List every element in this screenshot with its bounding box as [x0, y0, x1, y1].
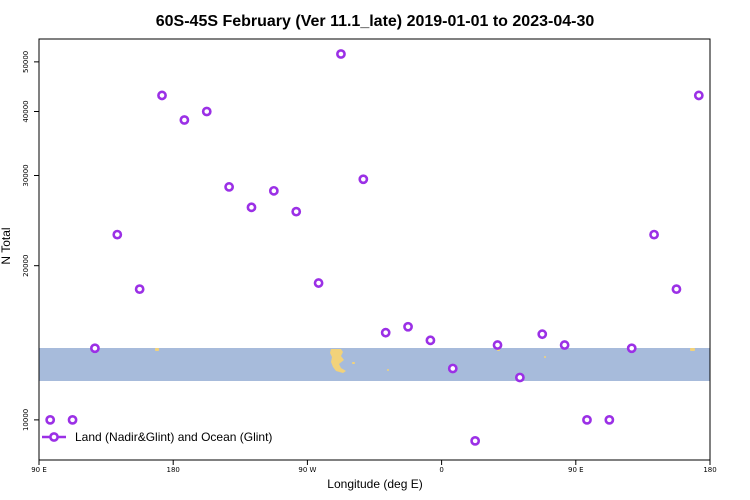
x-tick-label-0: 90 E: [31, 466, 47, 474]
data-point-0-5: [157, 90, 167, 101]
legend: Land (Nadir&Glint) and Ocean (Glint): [42, 430, 272, 444]
y-axis-ticks: 10000 20000 30000 40000 50000: [22, 51, 39, 431]
data-point-0-4: [134, 284, 145, 295]
data-point-0-7: [201, 106, 212, 117]
x-tick-label-2: 90 W: [298, 466, 316, 474]
data-point-0-29: [693, 90, 704, 101]
chart-title: 60S-45S February (Ver 11.1_late) 2019-01…: [156, 13, 595, 30]
data-point-0-28: [671, 284, 682, 295]
data-point-0-14: [358, 174, 369, 185]
data-point-0-26: [626, 343, 637, 354]
land-small-island-1: [155, 348, 159, 351]
land-small-island-6: [690, 348, 695, 351]
land-small-island-5: [544, 356, 546, 358]
data-point-0-20: [492, 340, 503, 350]
data-point-0-23: [559, 340, 570, 350]
data-point-0-2: [90, 343, 100, 354]
x-tick-label-4: 90 E: [568, 466, 584, 474]
data-point-0-3: [112, 229, 123, 240]
legend-marker: [49, 432, 59, 442]
data-point-0-25: [604, 414, 615, 425]
data-point-0-6: [179, 115, 190, 125]
y-tick-label-0: 10000: [22, 409, 30, 431]
data-point-0-0: [45, 414, 56, 425]
data-point-0-27: [649, 229, 659, 240]
x-tick-label-1: 180: [167, 466, 180, 474]
data-point-0-22: [537, 329, 548, 340]
land-patagonia: [330, 349, 346, 373]
x-tick-label-5: 180: [703, 466, 716, 474]
data-point-0-15: [380, 327, 391, 338]
data-point-0-19: [470, 435, 481, 446]
data-points: [45, 49, 704, 446]
y-tick-label-2: 30000: [22, 164, 30, 186]
y-tick-label-1: 20000: [22, 255, 30, 277]
x-tick-label-3: 0: [439, 466, 443, 474]
plot-frame: [38, 38, 711, 461]
data-point-0-1: [67, 414, 78, 425]
y-tick-label-3: 40000: [22, 100, 30, 122]
data-point-0-13: [336, 49, 346, 59]
y-axis-label: N Total: [0, 227, 13, 264]
data-point-0-12: [313, 278, 324, 288]
x-axis-ticks: 90 E 180 90 W 0 90 E 180: [31, 460, 717, 474]
y-tick-label-4: 50000: [22, 51, 30, 73]
x-axis-label: Longitude (deg E): [327, 477, 422, 491]
data-point-0-24: [582, 414, 592, 425]
data-point-0-9: [246, 202, 257, 213]
latitude-band: [39, 348, 710, 381]
land-small-island-3: [387, 369, 389, 371]
data-point-0-21: [514, 372, 525, 383]
land-small-island-2: [352, 362, 355, 364]
data-point-0-10: [268, 185, 279, 196]
data-point-0-18: [447, 363, 458, 374]
data-point-0-17: [425, 335, 436, 346]
legend-label: Land (Nadir&Glint) and Ocean (Glint): [75, 430, 272, 444]
band-land-features: [155, 348, 695, 373]
data-point-0-16: [403, 321, 413, 332]
data-point-0-11: [291, 206, 302, 217]
data-point-0-8: [224, 182, 235, 192]
